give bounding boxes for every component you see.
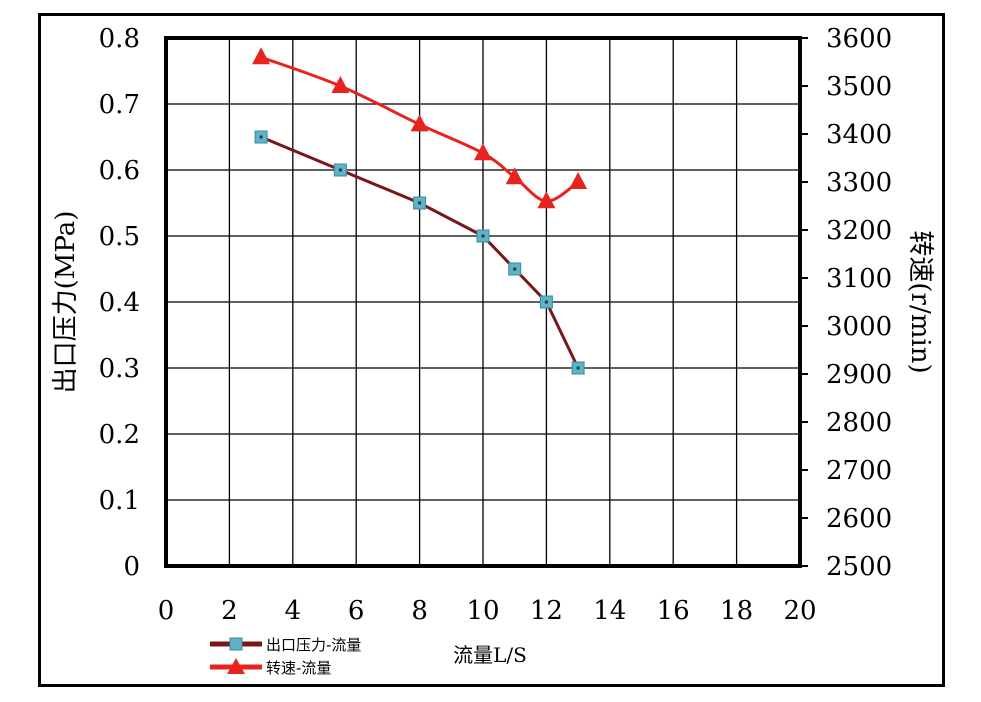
y-right-tick-label: 3100 bbox=[826, 264, 892, 294]
x-tick-label: 14 bbox=[593, 596, 626, 626]
plot-area bbox=[164, 36, 802, 568]
y-right-axis-title: 转速(r/min) bbox=[905, 230, 935, 373]
x-tick-label: 2 bbox=[221, 596, 238, 626]
y-left-tick-label: 0.6 bbox=[99, 156, 140, 186]
data-point-triangle bbox=[331, 76, 350, 93]
data-point-triangle bbox=[505, 167, 524, 185]
x-tick-label: 0 bbox=[158, 596, 175, 626]
x-tick-label: 18 bbox=[720, 596, 753, 626]
y-right-tick-label: 3600 bbox=[826, 24, 892, 54]
x-tick-label: 6 bbox=[348, 596, 365, 626]
data-point-center bbox=[338, 168, 342, 172]
x-tick-label: 10 bbox=[466, 596, 499, 626]
y-right-tick-label: 2600 bbox=[826, 504, 892, 534]
legend-label-speed: 转速-流量 bbox=[266, 659, 331, 677]
series-speed bbox=[252, 47, 588, 209]
y-right-axis-ticks: 2500 2600 2700 2800 2900 3000 3100 3200 3300 3400… bbox=[800, 24, 892, 582]
y-right-tick-label: 2800 bbox=[826, 408, 892, 438]
y-left-axis-ticks: 0 0.1 0.2 0.3 0.4 0.5 0.6 0.7 0.8 bbox=[99, 24, 140, 582]
y-left-tick-label: 0.8 bbox=[99, 24, 140, 54]
legend: 出口压力-流量 转速-流量 bbox=[210, 636, 361, 677]
grid bbox=[165, 37, 801, 567]
x-tick-label: 8 bbox=[411, 596, 428, 626]
data-point-center bbox=[259, 135, 263, 139]
series-layer bbox=[252, 47, 588, 375]
legend-label-pressure: 出口压力-流量 bbox=[266, 636, 361, 654]
y-left-tick-label: 0.1 bbox=[99, 486, 140, 516]
legend-marker-triangle bbox=[227, 658, 245, 674]
data-point-triangle bbox=[569, 172, 588, 189]
data-point-triangle bbox=[410, 114, 429, 132]
data-point-center bbox=[513, 267, 517, 271]
y-left-tick-label: 0.7 bbox=[99, 90, 140, 120]
y-left-axis-title: 出口压力(MPa) bbox=[51, 211, 81, 394]
data-point-triangle bbox=[537, 191, 556, 209]
data-point-center bbox=[544, 300, 548, 304]
data-point-center bbox=[481, 234, 485, 238]
y-right-tick-label: 3300 bbox=[826, 168, 892, 198]
y-right-tick-label: 2500 bbox=[826, 552, 892, 582]
x-tick-label: 4 bbox=[285, 596, 302, 626]
series-pressure bbox=[254, 130, 585, 375]
y-right-tick-label: 2900 bbox=[826, 360, 892, 390]
x-tick-label: 12 bbox=[530, 596, 563, 626]
x-tick-label: 16 bbox=[657, 596, 690, 626]
y-left-tick-label: 0.3 bbox=[99, 354, 140, 384]
x-axis-ticks: 0 2 4 6 8 10 12 14 16 18 20 bbox=[158, 596, 817, 626]
y-left-tick-label: 0.4 bbox=[99, 288, 140, 318]
x-tick-label: 20 bbox=[783, 596, 816, 626]
data-point-center bbox=[418, 201, 422, 205]
y-left-tick-label: 0 bbox=[123, 552, 140, 582]
y-right-tick-label: 3500 bbox=[826, 72, 892, 102]
legend-marker-square bbox=[229, 637, 243, 651]
y-right-tick-label: 3200 bbox=[826, 216, 892, 246]
data-point-triangle bbox=[474, 143, 492, 161]
y-left-tick-label: 0.2 bbox=[99, 420, 140, 450]
data-point-center bbox=[576, 366, 580, 370]
chart-frame bbox=[38, 13, 945, 687]
data-point-triangle bbox=[252, 47, 271, 65]
y-right-tick-label: 3000 bbox=[826, 312, 892, 342]
y-right-tick-label: 2700 bbox=[826, 456, 892, 486]
y-left-tick-label: 0.5 bbox=[99, 222, 140, 252]
y-right-tick-label: 3400 bbox=[826, 120, 892, 150]
x-axis-title: 流量L/S bbox=[453, 643, 527, 667]
